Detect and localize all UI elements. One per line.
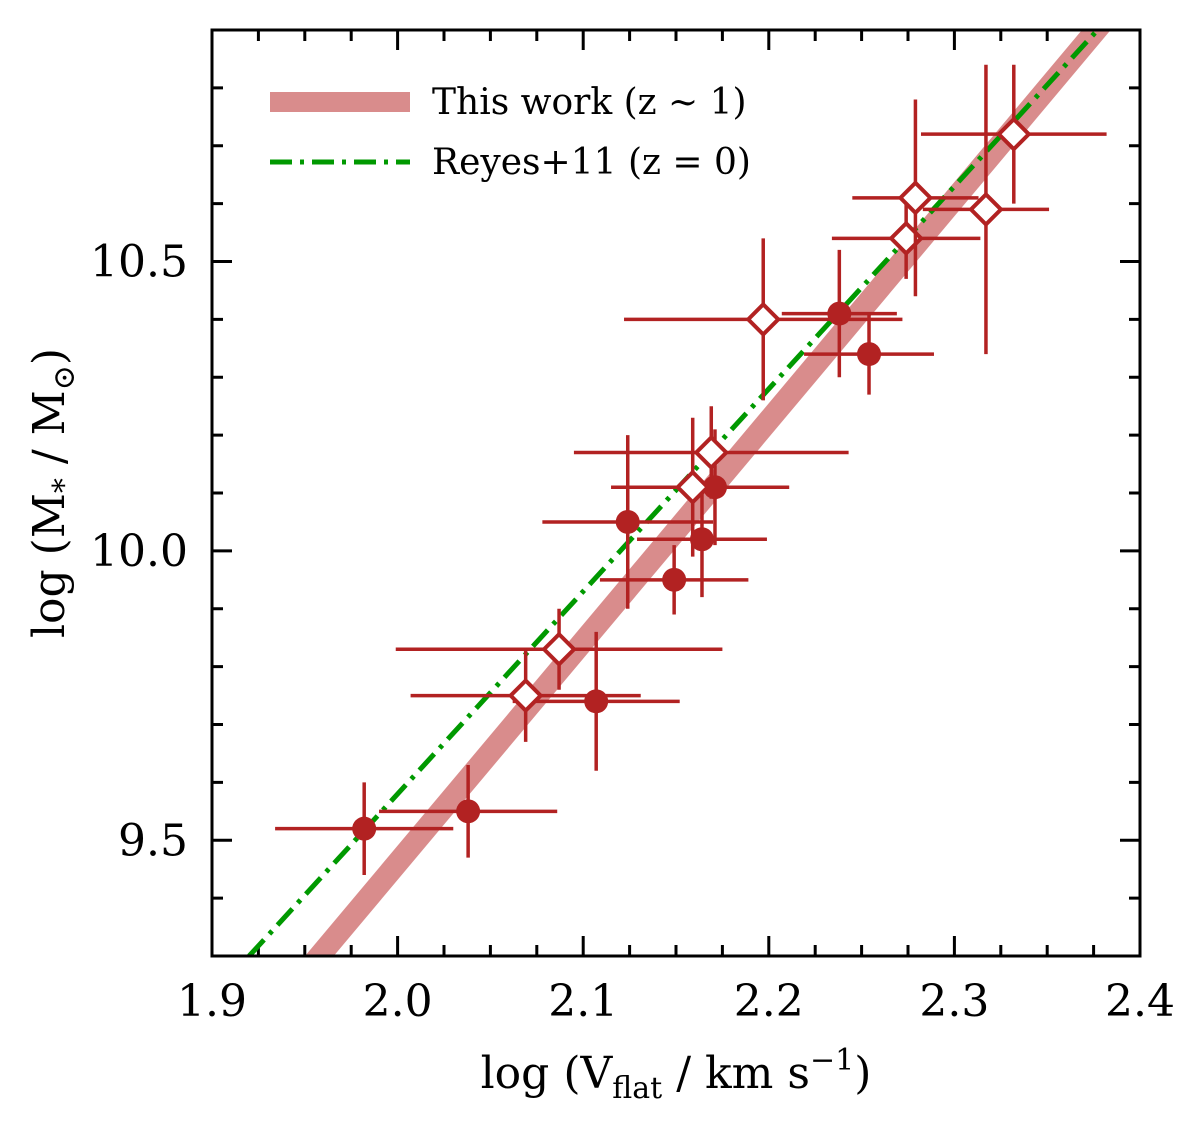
- marker-circle: [615, 509, 640, 534]
- data-point-open: [611, 417, 775, 557]
- x-tick-label: 2.3: [919, 976, 989, 1027]
- y-axis-label-post: ): [24, 348, 75, 365]
- x-axis-label-sub: flat: [612, 1071, 662, 1106]
- marker-diamond: [507, 677, 544, 714]
- fit-lines: [247, 30, 1111, 956]
- marker-diamond: [745, 301, 782, 338]
- fit-line-this-work: [305, 30, 1111, 956]
- legend-label-reyes: Reyes+11 (z = 0): [432, 142, 751, 183]
- data-point-filled: [512, 631, 680, 771]
- x-tick-label: 2.2: [734, 976, 804, 1027]
- data-point-open: [573, 406, 849, 499]
- data-point-open: [831, 197, 981, 279]
- tick-labels: 1.9 2.0 2.1 2.2 2.3 2.4 9.5 10.0 10.5: [90, 237, 1175, 1028]
- marker-circle: [857, 342, 882, 367]
- data-point-open: [624, 238, 903, 401]
- marker-diamond: [897, 180, 934, 216]
- x-tick-label: 2.1: [548, 976, 618, 1027]
- x-axis-label: log (Vflat / km s−1): [481, 1043, 872, 1106]
- marker-diamond: [541, 631, 577, 668]
- y-axis-label-sub2: ⊙: [47, 365, 82, 390]
- plot-frame: [210, 28, 1142, 958]
- fit-line-reyes: [247, 30, 1101, 956]
- y-axis-label: log (M* / M⊙): [24, 348, 82, 638]
- data-point-filled: [542, 435, 714, 609]
- marker-circle: [456, 799, 481, 824]
- y-tick-label: 10.5: [90, 237, 188, 288]
- x-tick-label: 2.4: [1105, 976, 1175, 1027]
- marker-circle: [689, 527, 714, 552]
- data-point-open: [920, 64, 1107, 204]
- marker-circle: [584, 689, 609, 714]
- x-axis-label-sup: −1: [810, 1043, 854, 1078]
- data-point-open: [410, 649, 641, 742]
- legend: This work (z ∼ 1) Reyes+11 (z = 0): [270, 82, 751, 183]
- y-axis-label-pre: log (M: [24, 493, 75, 638]
- marker-diamond: [674, 469, 711, 506]
- marker-circle: [662, 567, 687, 592]
- marker-diamond: [995, 116, 1032, 153]
- marker-diamond: [693, 434, 730, 471]
- data-point-open: [852, 99, 979, 297]
- data-point-open: [922, 64, 1050, 355]
- data-points: [275, 64, 1107, 875]
- data-point-filled: [599, 545, 749, 615]
- marker-circle: [352, 816, 377, 841]
- data-point-filled: [275, 782, 454, 875]
- data-point-open: [395, 608, 723, 690]
- data-point-filled: [804, 313, 934, 395]
- legend-label-this-work: This work (z ∼ 1): [432, 82, 747, 123]
- marker-diamond: [968, 191, 1004, 228]
- y-axis-label-mid: / M: [24, 390, 75, 478]
- x-axis-label-mid: / km s: [662, 1048, 810, 1099]
- x-axis-label-post: ): [854, 1048, 871, 1099]
- y-axis-label-sub1: *: [47, 478, 82, 493]
- x-tick-label: 2.0: [363, 976, 433, 1027]
- y-tick-label: 9.5: [118, 815, 188, 866]
- data-point-filled: [637, 481, 767, 598]
- marker-circle: [827, 301, 852, 326]
- x-tick-label: 1.9: [177, 976, 247, 1027]
- data-point-filled: [379, 765, 558, 858]
- x-axis-label-pre: log (V: [481, 1048, 614, 1099]
- y-tick-label: 10.0: [90, 526, 188, 577]
